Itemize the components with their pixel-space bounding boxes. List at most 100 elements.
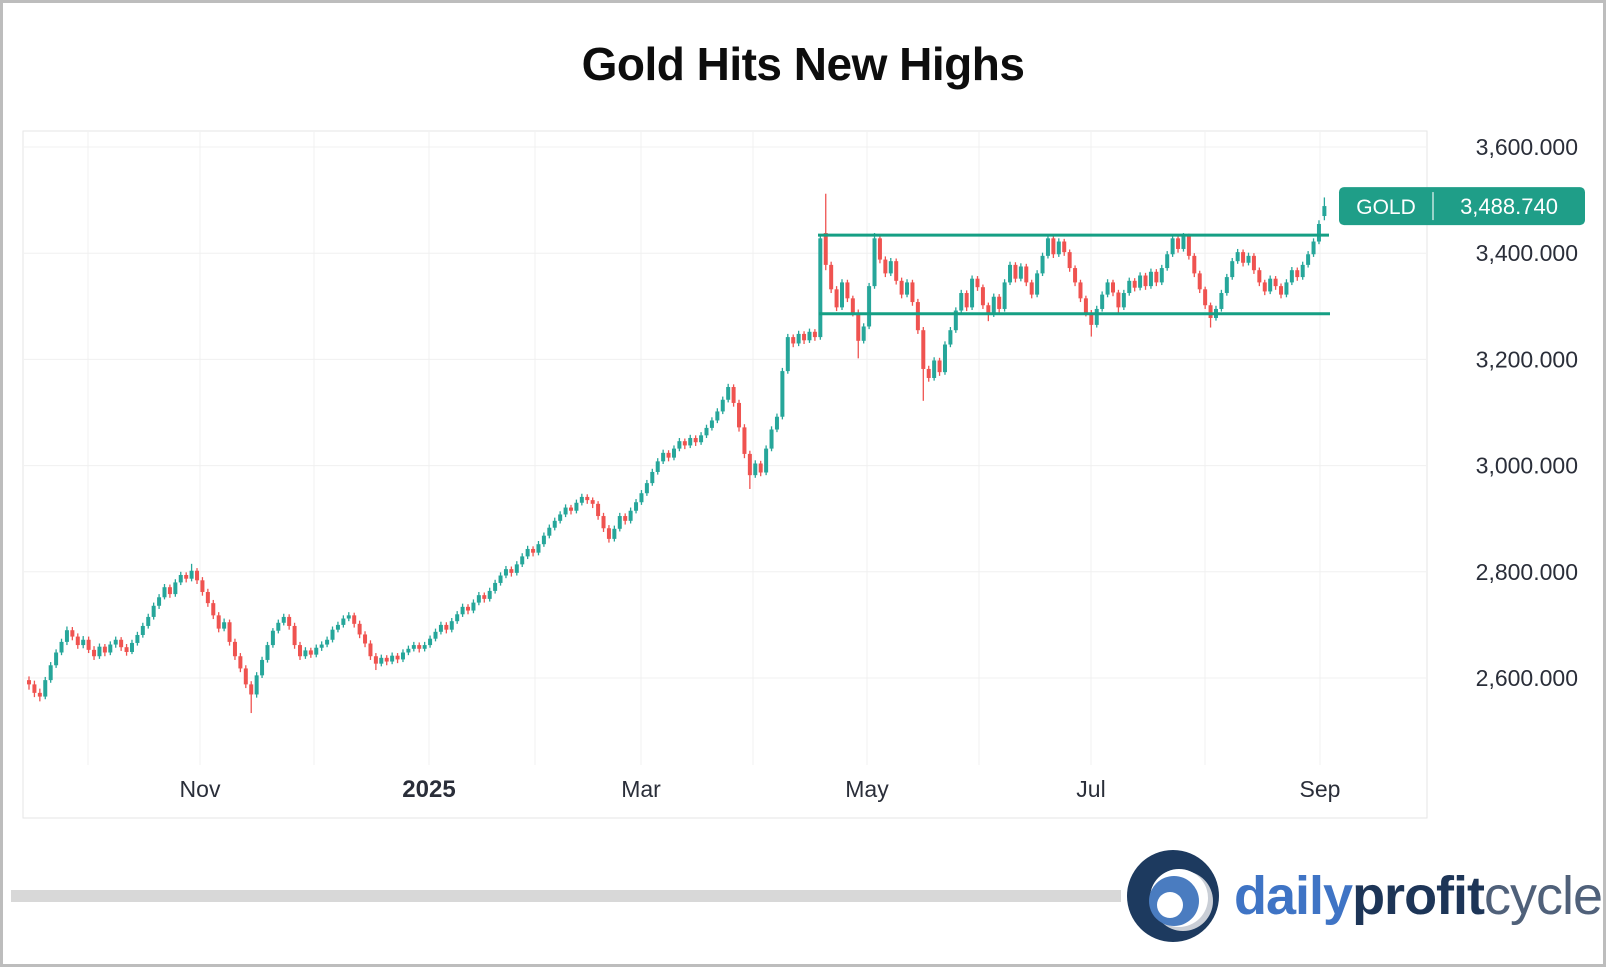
candle-down (975, 278, 980, 288)
candle-up (699, 435, 704, 443)
candle-down (357, 623, 362, 635)
candle-up (1094, 308, 1099, 325)
brand-logo: dailyprofitcycle (1126, 849, 1603, 943)
candle-up (905, 282, 910, 295)
candle-up (390, 655, 395, 662)
candle-down (964, 293, 969, 308)
candle-down (737, 402, 742, 428)
candle-up (1300, 264, 1305, 278)
candle-up (503, 569, 508, 576)
candle-down (899, 280, 904, 295)
candle-up (639, 493, 644, 503)
candle-up (341, 618, 346, 625)
candle-down (856, 312, 861, 341)
candle-down (1024, 266, 1029, 283)
brand-wordmark: dailyprofitcycle (1234, 849, 1603, 943)
candle-down (1203, 289, 1208, 306)
candle-down (1241, 252, 1246, 263)
candle-down (352, 615, 357, 624)
candle-up (1311, 241, 1316, 255)
time-axis-label: 2025 (402, 776, 455, 803)
candle-down (937, 360, 942, 373)
candle-down (1067, 252, 1072, 269)
candle-up (346, 615, 351, 619)
brand-logo-icon (1127, 850, 1219, 942)
candle-down (1176, 238, 1181, 249)
candle-up (612, 528, 617, 539)
candle-up (655, 461, 660, 472)
candle-up (861, 326, 866, 341)
candle-up (541, 535, 546, 545)
candle-up (1219, 293, 1224, 309)
candle-up (753, 463, 758, 476)
candle-down (124, 647, 129, 652)
candle-up (438, 624, 443, 632)
candle-up (726, 387, 731, 400)
candle-up (1165, 254, 1170, 269)
candle-down (200, 580, 205, 592)
candle-up (265, 645, 270, 660)
candle-down (86, 639, 91, 650)
candle-down (1051, 238, 1056, 255)
candle-down (1154, 271, 1159, 283)
price-axis-label: 2,600.000 (1476, 665, 1578, 691)
candle-up (959, 293, 964, 311)
candle-down (731, 387, 736, 403)
candle-up (780, 371, 785, 417)
candle-up (43, 680, 48, 697)
candle-up (1127, 280, 1132, 294)
candle-down (238, 656, 243, 669)
candle-up (1284, 282, 1289, 295)
candle-up (64, 630, 69, 642)
candle-up (476, 595, 481, 603)
candle-up (818, 238, 823, 338)
candle-down (1273, 278, 1278, 287)
candle-up (498, 575, 503, 583)
candle-down (569, 507, 573, 511)
candle-up (113, 639, 118, 645)
candle-up (222, 622, 227, 629)
candle-up (162, 587, 167, 598)
candle-up (715, 411, 720, 421)
candle-down (363, 634, 368, 644)
candle-down (395, 655, 400, 660)
candle-down (1143, 275, 1148, 287)
candle-down (926, 368, 931, 378)
price-axis-label: 3,200.000 (1476, 346, 1578, 372)
candle-down (915, 302, 920, 331)
candle-up (1235, 252, 1240, 262)
candle-up (807, 331, 812, 341)
candle-down (1078, 282, 1083, 299)
candle-up (281, 616, 286, 623)
candle-up (720, 399, 725, 412)
candle-up (953, 310, 958, 331)
candle-down (92, 649, 97, 657)
candle-down (791, 337, 796, 344)
candle-up (552, 520, 557, 528)
candle-down (292, 625, 297, 646)
candle-up (1105, 282, 1110, 295)
candle-up (617, 516, 622, 529)
candle-down (1208, 305, 1213, 318)
candle-up (704, 427, 709, 436)
candle-down (883, 259, 888, 274)
candle-down (812, 331, 817, 338)
candle-down (1083, 298, 1088, 313)
candle-down (70, 630, 75, 637)
candle-down (249, 684, 254, 695)
time-axis-label: Nov (180, 776, 221, 802)
candle-down (167, 587, 172, 595)
candle-up (932, 360, 937, 378)
candle-up (709, 420, 714, 428)
candle-down (623, 516, 628, 521)
candle-up (888, 261, 893, 274)
candle-down (308, 650, 313, 655)
time-axis-label: May (845, 776, 889, 802)
candle-up (487, 590, 492, 599)
candle-down (243, 668, 248, 685)
candle-up (650, 471, 655, 484)
candle-down (585, 496, 590, 501)
time-axis-label: Jul (1076, 776, 1105, 802)
candle-down (1186, 236, 1191, 256)
candle-down (850, 298, 855, 313)
